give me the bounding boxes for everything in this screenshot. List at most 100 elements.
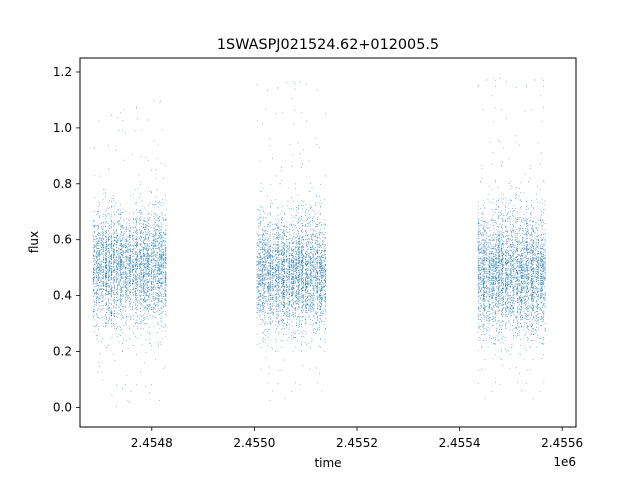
data-point (260, 304, 261, 305)
data-point (161, 205, 162, 206)
data-point (144, 276, 145, 277)
data-point (143, 242, 144, 243)
data-point (101, 253, 102, 254)
data-point (278, 236, 279, 237)
data-point (139, 210, 140, 211)
data-point (161, 235, 162, 236)
data-point (108, 245, 109, 246)
data-point (130, 316, 131, 317)
data-point (126, 241, 127, 242)
data-point (153, 256, 154, 257)
data-point (143, 227, 144, 228)
data-point (96, 286, 97, 287)
data-point (159, 267, 160, 268)
data-point (269, 214, 270, 215)
data-point (109, 303, 110, 304)
data-point (103, 259, 104, 260)
data-point (108, 223, 109, 224)
data-point (100, 250, 101, 251)
data-point (278, 276, 279, 277)
data-point (108, 300, 109, 301)
data-point (165, 267, 166, 268)
data-point (136, 252, 137, 253)
data-point (143, 291, 144, 292)
data-point (137, 328, 138, 329)
data-point (160, 285, 161, 286)
data-point (124, 234, 125, 235)
data-point (163, 253, 164, 254)
data-point (147, 244, 148, 245)
data-point (264, 240, 265, 241)
data-point (156, 246, 157, 247)
data-point (128, 261, 129, 262)
data-point (97, 238, 98, 239)
data-point (121, 232, 122, 233)
data-point (111, 313, 112, 314)
data-point (120, 260, 121, 261)
data-point (149, 256, 150, 257)
data-point (133, 292, 134, 293)
data-point (111, 299, 112, 300)
data-point (278, 207, 279, 208)
data-point (279, 321, 280, 322)
data-point (149, 264, 150, 265)
data-point (272, 322, 273, 323)
data-point (145, 386, 146, 387)
data-point (148, 272, 149, 273)
data-point (281, 317, 282, 318)
data-point (146, 249, 147, 250)
data-point (128, 265, 129, 266)
data-point (150, 255, 151, 256)
data-point (130, 262, 131, 263)
data-point (154, 228, 155, 229)
data-point (133, 333, 134, 334)
data-point (283, 245, 284, 246)
data-point (261, 234, 262, 235)
data-point (267, 331, 268, 332)
data-point (149, 260, 150, 261)
data-point (139, 318, 140, 319)
data-point (151, 233, 152, 234)
data-point (268, 293, 269, 294)
data-point (159, 217, 160, 218)
data-point (157, 271, 158, 272)
data-point (273, 289, 274, 290)
data-point (111, 259, 112, 260)
data-point (114, 287, 115, 288)
data-point (144, 282, 145, 283)
data-point (108, 238, 109, 239)
data-point (102, 301, 103, 302)
data-point (149, 343, 150, 344)
data-point (159, 280, 160, 281)
data-point (269, 247, 270, 248)
data-point (139, 229, 140, 230)
data-point (282, 268, 283, 269)
data-point (129, 286, 130, 287)
data-point (140, 256, 141, 257)
data-point (97, 234, 98, 235)
data-point (99, 272, 100, 273)
data-point (259, 277, 260, 278)
data-point (121, 315, 122, 316)
data-point (105, 256, 106, 257)
data-point (111, 323, 112, 324)
data-point (144, 266, 145, 267)
data-point (126, 227, 127, 228)
data-point (106, 259, 107, 260)
data-point (268, 274, 269, 275)
data-point (133, 283, 134, 284)
data-point (274, 274, 275, 275)
data-point (273, 284, 274, 285)
data-point (165, 240, 166, 241)
data-point (139, 260, 140, 261)
data-point (93, 317, 94, 318)
data-point (126, 241, 127, 242)
data-point (147, 249, 148, 250)
data-point (116, 323, 117, 324)
data-point (111, 245, 112, 246)
data-point (94, 197, 95, 198)
data-point (271, 251, 272, 252)
data-point (275, 199, 276, 200)
data-point (113, 272, 114, 273)
data-point (106, 291, 107, 292)
